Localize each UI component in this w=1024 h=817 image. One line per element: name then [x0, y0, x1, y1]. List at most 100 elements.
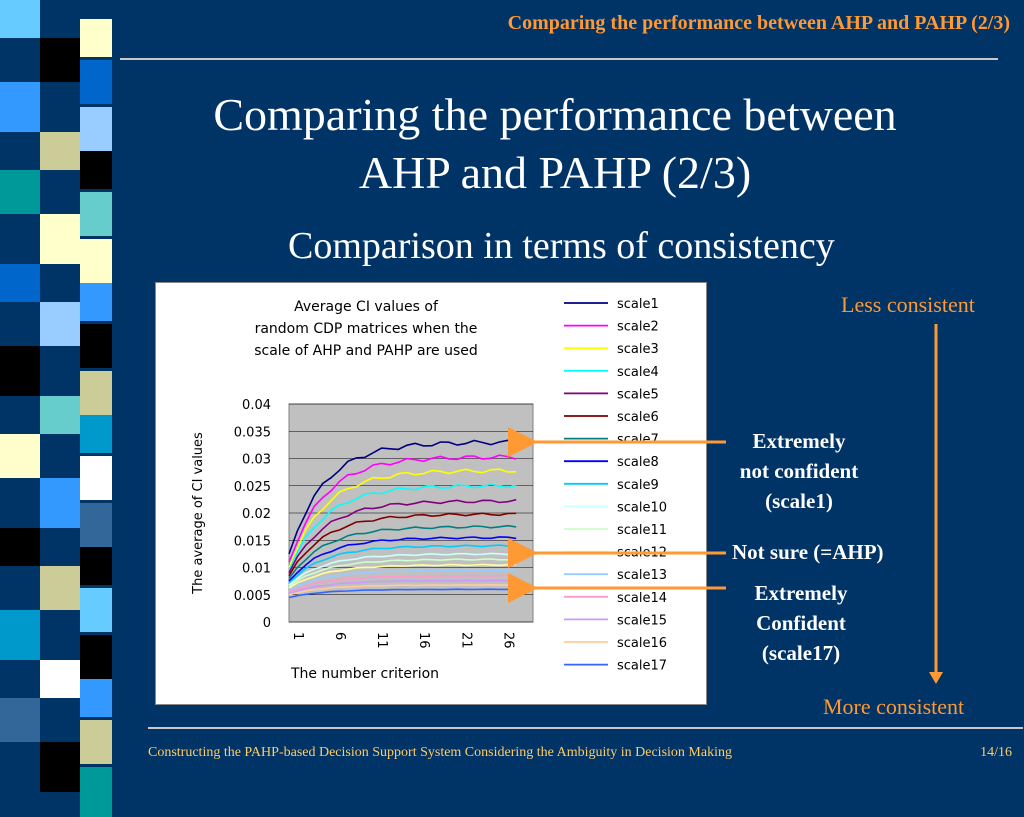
y-axis-label: The average of CI values — [191, 432, 206, 595]
stripe-square — [40, 396, 80, 434]
stripe-square — [80, 192, 112, 236]
series-line-scale7 — [288, 524, 517, 579]
stripe-square — [40, 214, 80, 264]
x-tick-label: 21 — [458, 632, 473, 649]
legend-label: scale11 — [617, 523, 667, 538]
stripe-square — [0, 82, 40, 132]
series-line-scale12 — [288, 563, 517, 589]
x-tick-label: 1 — [290, 632, 305, 640]
stripe-square — [0, 170, 40, 214]
y-tick-label: 0.025 — [234, 480, 271, 495]
stripe-square — [80, 324, 112, 368]
series-line-scale2 — [288, 454, 517, 563]
stripe-square — [80, 456, 112, 500]
stripe-square — [40, 660, 80, 698]
series-line-scale6 — [288, 512, 517, 577]
slide-title: Comparing the performance between AHP an… — [140, 86, 970, 202]
stripe-square — [40, 38, 80, 82]
x-axis-label: The number criterion — [290, 666, 439, 682]
annotation-scale17-line2: Confident — [756, 611, 846, 635]
legend-label: scale1 — [617, 297, 659, 312]
y-tick-label: 0.015 — [234, 534, 271, 549]
y-tick-label: 0 — [263, 616, 271, 631]
series-line-scale14 — [288, 574, 517, 593]
title-line-1: Comparing the performance between — [213, 89, 897, 140]
y-tick-label: 0.035 — [234, 425, 271, 440]
stripe-square — [40, 302, 80, 346]
x-tick-label: 26 — [500, 632, 515, 649]
legend-label: scale6 — [617, 410, 659, 425]
less-consistent-label: Less consistent — [841, 292, 975, 317]
stripe-square — [0, 528, 40, 566]
stripe-square — [80, 635, 112, 685]
legend-label: scale2 — [617, 320, 659, 335]
annotation-scale1-line2: not confident — [739, 459, 859, 483]
stripe-square — [0, 434, 40, 478]
chart-title-line: Average CI values of — [294, 299, 439, 315]
series-line-scale17 — [288, 588, 517, 599]
stripe-square — [80, 547, 112, 585]
legend-label: scale5 — [617, 387, 659, 402]
annotation-scale17-line1: Extremely — [754, 581, 848, 605]
annotation-ahp: Not sure (=AHP) — [732, 540, 884, 564]
series-line-scale10 — [288, 552, 517, 586]
y-tick-label: 0.04 — [242, 398, 271, 413]
stripe-square — [80, 107, 112, 157]
legend-label: scale12 — [617, 546, 667, 561]
y-tick-label: 0.02 — [242, 507, 271, 522]
stripe-square — [80, 503, 112, 553]
footer-text: Constructing the PAHP-based Decision Sup… — [148, 745, 732, 760]
annotation-scale1: Extremely not confident (scale1) — [724, 426, 874, 516]
legend-label: scale8 — [617, 455, 659, 470]
stripe-square — [40, 566, 80, 610]
footer-divider — [148, 727, 1023, 729]
slide-subtitle: Comparison in terms of consistency — [288, 225, 835, 267]
title-line-2: AHP and PAHP (2/3) — [358, 147, 752, 198]
stripe-square — [80, 415, 112, 453]
series-line-scale11 — [288, 558, 517, 588]
page-number: 14/16 — [980, 745, 1012, 760]
series-line-scale3 — [288, 468, 517, 568]
stripe-square — [0, 698, 40, 742]
series-line-scale1 — [288, 439, 517, 555]
slide-header: Comparing the performance between AHP an… — [507, 12, 1010, 34]
legend-label: scale9 — [617, 478, 659, 493]
x-tick-label: 16 — [416, 632, 431, 649]
stripe-square — [80, 19, 112, 57]
stripe-square — [80, 767, 112, 817]
x-tick-label: 11 — [374, 632, 389, 649]
stripe-square — [80, 239, 112, 289]
stripe-square — [80, 679, 112, 717]
chart-title-line: random CDP matrices when the — [255, 321, 478, 337]
line-chart: Average CI values of random CDP matrices … — [191, 291, 699, 683]
decorative-stripe — [0, 0, 120, 817]
legend-label: scale14 — [617, 591, 667, 606]
legend-label: scale7 — [617, 433, 659, 448]
annotation-scale1-line3: (scale1) — [765, 489, 833, 513]
series-line-scale9 — [288, 544, 517, 584]
stripe-square — [80, 588, 112, 632]
legend-box — [554, 291, 699, 683]
stripe-square — [0, 346, 40, 396]
stripe-square — [80, 60, 112, 104]
series-line-scale5 — [288, 498, 517, 574]
y-tick-label: 0.03 — [242, 453, 271, 468]
more-consistent-label: More consistent — [823, 694, 965, 719]
legend-label: scale10 — [617, 500, 667, 515]
stripe-square — [80, 283, 112, 321]
legend-label: scale15 — [617, 613, 667, 628]
stripe-square — [40, 478, 80, 528]
stripe-square — [40, 742, 80, 792]
stripe-square — [40, 132, 80, 170]
annotation-scale17-line3: (scale17) — [761, 641, 841, 665]
legend-label: scale13 — [617, 568, 667, 583]
legend-label: scale3 — [617, 342, 659, 357]
legend-label: scale4 — [617, 365, 659, 380]
series-line-scale15 — [288, 579, 517, 595]
legend-label: scale16 — [617, 636, 667, 651]
stripe-square — [0, 0, 40, 38]
x-tick-label: 6 — [332, 632, 347, 640]
series-line-scale13 — [288, 569, 517, 592]
annotation-scale1-line1: Extremely — [752, 429, 846, 453]
chart-container: Average CI values of random CDP matrices … — [155, 282, 707, 705]
